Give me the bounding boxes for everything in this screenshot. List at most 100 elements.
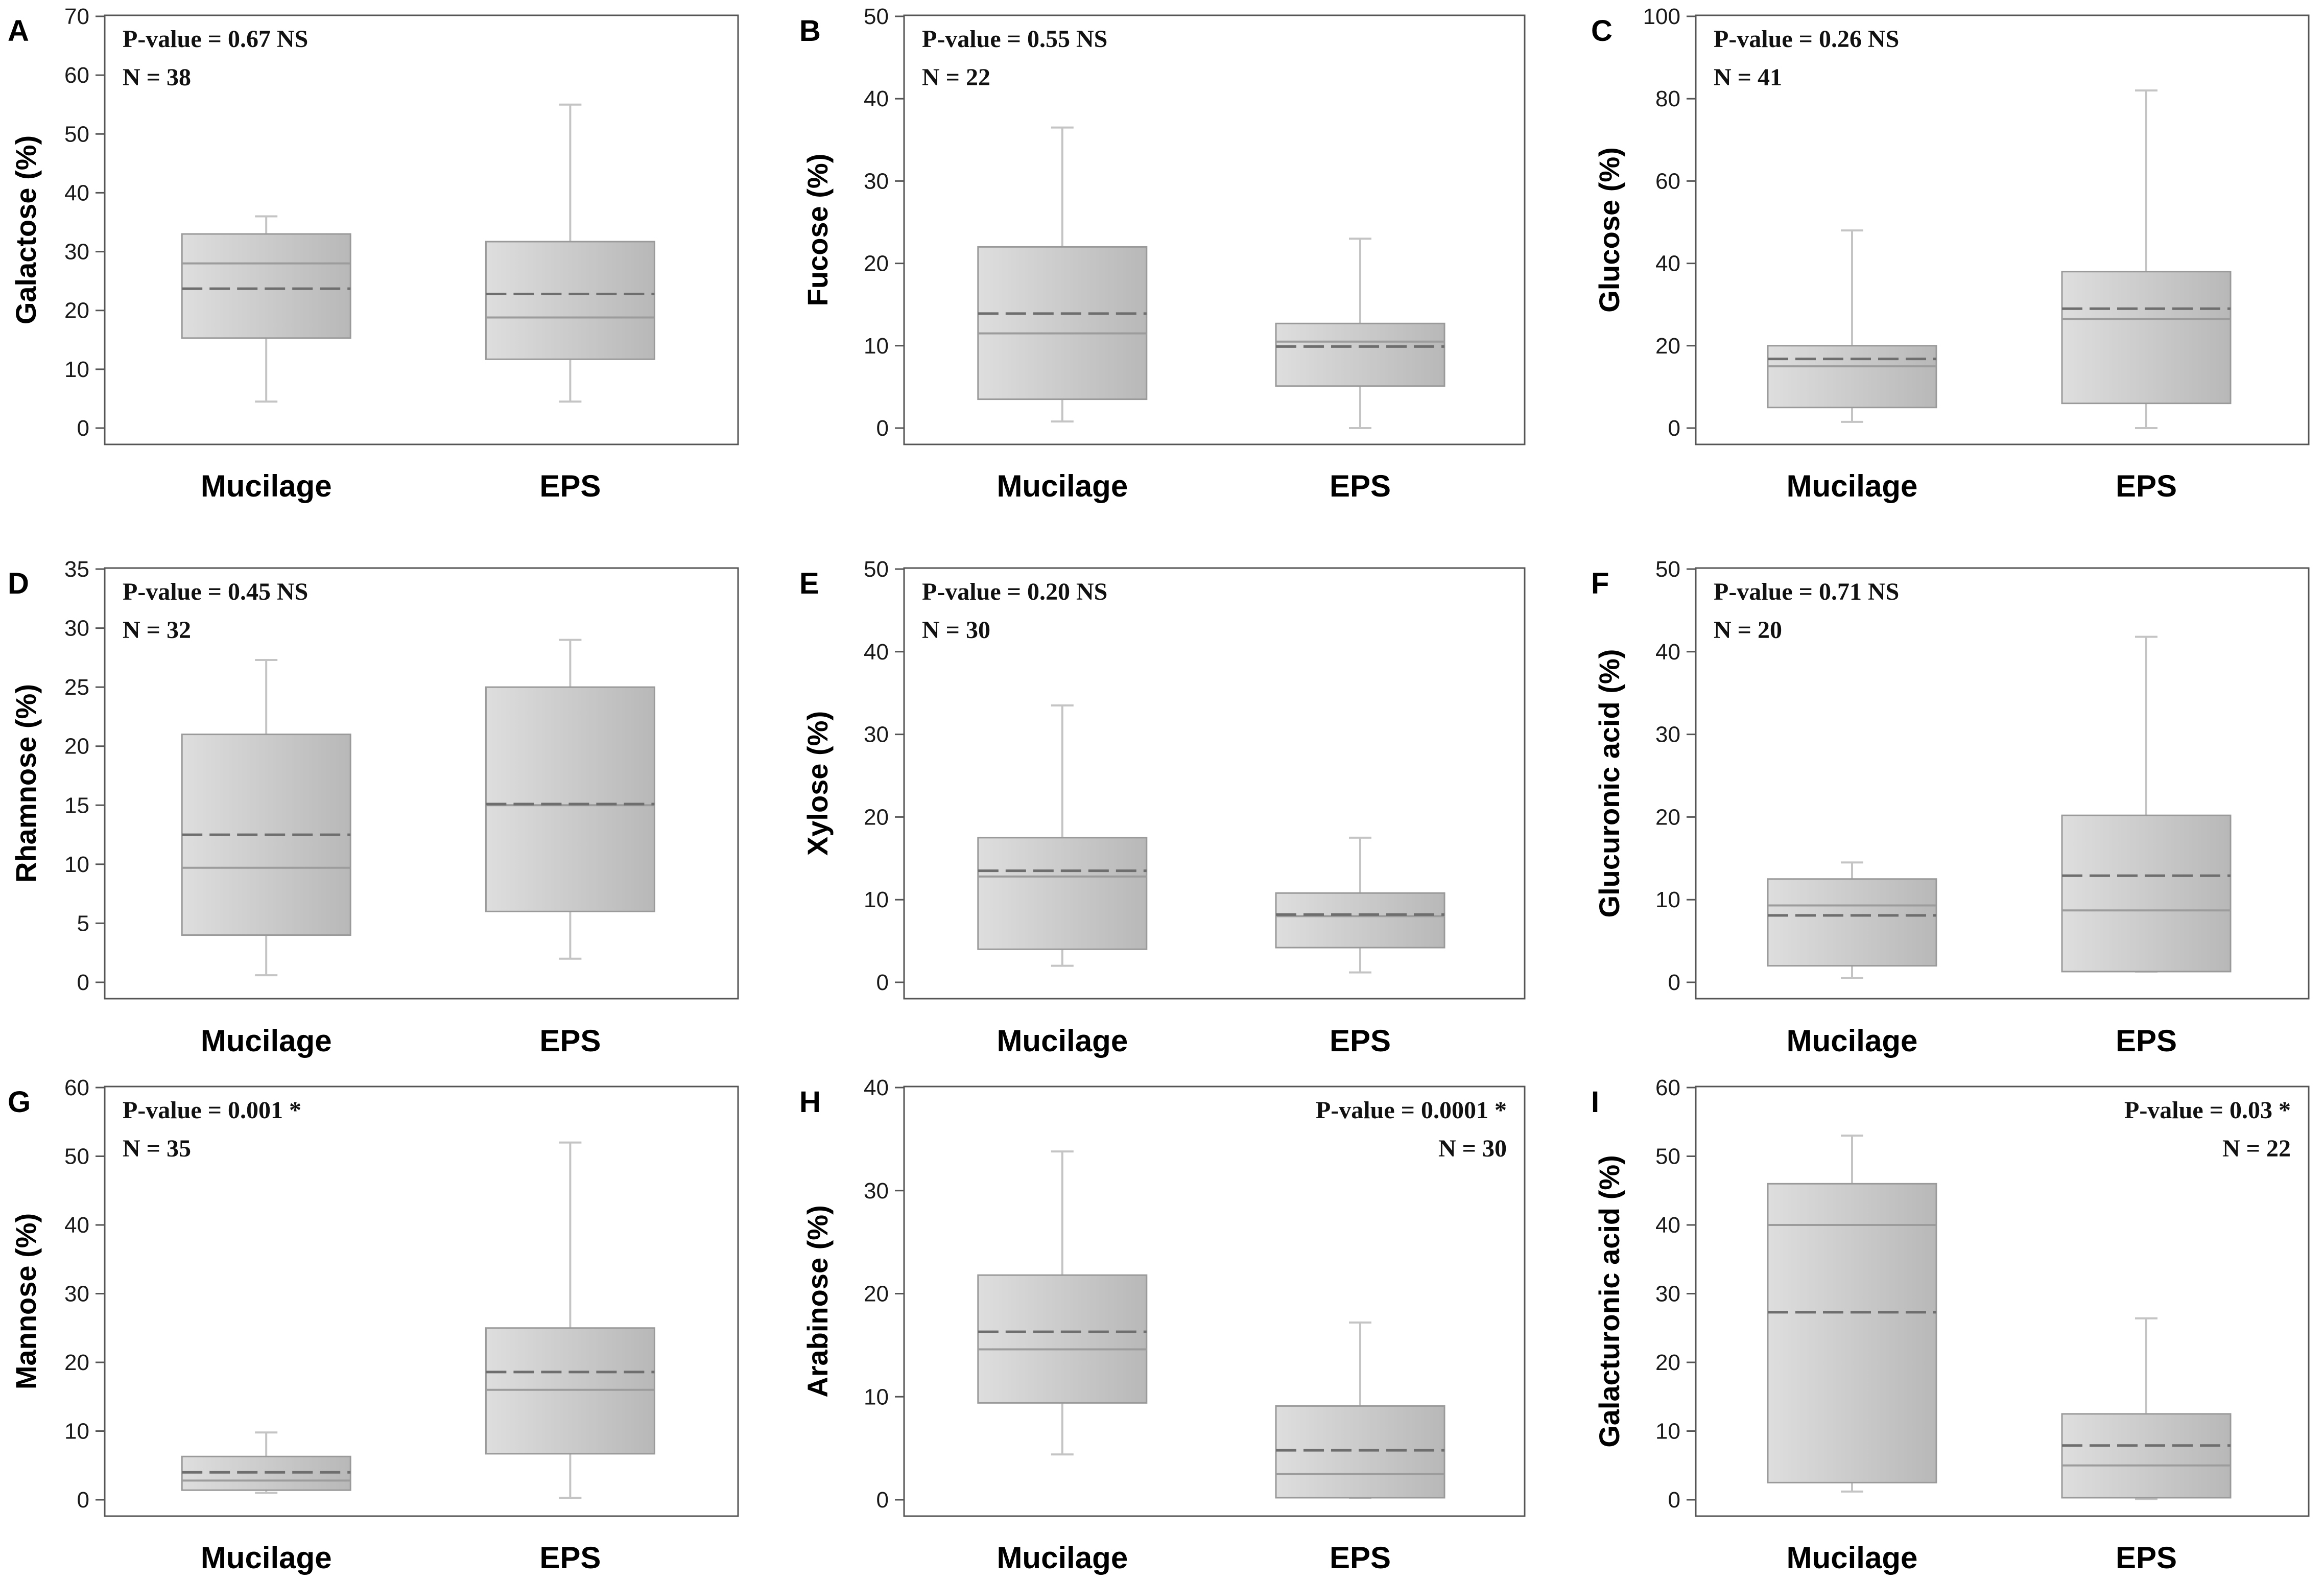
iqr-box xyxy=(1275,1405,1445,1499)
box-eps xyxy=(485,1141,655,1499)
category-label: Mucilage xyxy=(1787,469,1918,503)
iqr-box xyxy=(485,686,655,912)
n-text: N = 22 xyxy=(922,64,990,91)
category-label: Mucilage xyxy=(1787,1541,1918,1575)
iqr-box xyxy=(977,1274,1148,1404)
panel-d: D 0 5 10 15 20 25 30 35 Rhamnose (%) Mucilage EPS P-… xyxy=(8,557,739,1058)
panel-h: H 0 10 20 30 40 Arabinose (%) Mucilage EPS P-valu… xyxy=(799,1075,1526,1575)
y-axis-label: Xylose (%) xyxy=(801,711,834,856)
iqr-box xyxy=(1767,1183,1937,1483)
iqr-box xyxy=(181,233,351,339)
y-tick-label: 20 xyxy=(64,298,89,323)
category-label: EPS xyxy=(539,469,601,503)
box-mucilage xyxy=(181,1431,351,1494)
y-tick-label: 40 xyxy=(1655,1213,1680,1238)
category-label: EPS xyxy=(2116,1541,2177,1575)
panel-letter: D xyxy=(8,567,29,600)
y-tick-label: 80 xyxy=(1655,86,1680,111)
iqr-box xyxy=(1275,322,1445,387)
y-tick-label: 0 xyxy=(77,1488,89,1513)
category-label: Mucilage xyxy=(997,1024,1128,1058)
panel-f: F 0 10 20 30 40 50 Glucuronic acid (%) Mucilage E… xyxy=(1591,557,2310,1058)
y-tick-label: 20 xyxy=(864,1282,889,1307)
y-tick-label: 20 xyxy=(864,251,889,276)
y-tick-label: 40 xyxy=(64,1213,89,1238)
y-tick-label: 0 xyxy=(1668,416,1680,441)
panel-letter: G xyxy=(8,1086,31,1119)
y-tick-label: 10 xyxy=(864,334,889,359)
n-text: N = 35 xyxy=(123,1135,191,1162)
y-tick-label: 70 xyxy=(64,4,89,29)
y-tick-label: 40 xyxy=(864,640,889,665)
y-tick-label: 30 xyxy=(64,240,89,265)
iqr-box xyxy=(2061,271,2232,405)
box-mucilage xyxy=(1767,229,1937,423)
y-tick-label: 10 xyxy=(1655,1419,1680,1444)
box-eps xyxy=(485,103,655,403)
y-tick-label: 60 xyxy=(64,1075,89,1100)
p-value-text: P-value = 0.55 NS xyxy=(922,26,1107,53)
n-text: N = 41 xyxy=(1714,64,1782,91)
box-eps xyxy=(485,639,655,960)
y-tick-label: 10 xyxy=(1655,887,1680,912)
y-axis-label: Glucose (%) xyxy=(1593,147,1625,313)
category-label: EPS xyxy=(539,1024,601,1058)
iqr-box xyxy=(485,1327,655,1455)
iqr-box xyxy=(2061,814,2232,973)
box-mucilage xyxy=(1767,861,1937,979)
y-tick-label: 0 xyxy=(876,416,889,441)
category-label: Mucilage xyxy=(201,1024,332,1058)
y-tick-label: 0 xyxy=(876,1488,889,1513)
y-tick-label: 20 xyxy=(1655,805,1680,830)
box-mucilage xyxy=(977,126,1148,423)
y-axis-label: Galacturonic acid (%) xyxy=(1593,1155,1625,1448)
box-eps xyxy=(2061,1317,2232,1500)
n-text: N = 32 xyxy=(123,617,191,644)
p-value-text: P-value = 0.45 NS xyxy=(123,578,308,605)
y-tick-label: 50 xyxy=(864,4,889,29)
iqr-box xyxy=(1767,878,1937,967)
box-mucilage xyxy=(181,215,351,403)
p-value-text: P-value = 0.0001 * xyxy=(1316,1097,1507,1124)
box-eps xyxy=(1275,238,1445,429)
iqr-box xyxy=(485,241,655,360)
box-eps xyxy=(1275,836,1445,974)
y-tick-label: 20 xyxy=(864,805,889,830)
y-tick-label: 50 xyxy=(64,1144,89,1169)
y-tick-label: 25 xyxy=(64,675,89,700)
p-value-text: P-value = 0.26 NS xyxy=(1714,26,1899,53)
y-tick-label: 30 xyxy=(864,1178,889,1204)
panel-letter: B xyxy=(799,14,821,48)
panel-c: C 0 20 40 60 80 100 Glucose (%) Mucilage EPS P-val… xyxy=(1591,4,2310,503)
category-label: EPS xyxy=(1330,1024,1391,1058)
y-tick-label: 0 xyxy=(77,416,89,441)
y-tick-label: 60 xyxy=(1655,169,1680,194)
panel-letter: A xyxy=(8,14,29,48)
category-label: EPS xyxy=(1330,469,1391,503)
panel-letter: H xyxy=(799,1086,821,1119)
p-value-text: P-value = 0.001 * xyxy=(123,1097,301,1124)
y-axis-label: Fucose (%) xyxy=(801,154,834,306)
y-tick-label: 0 xyxy=(77,970,89,995)
y-tick-label: 40 xyxy=(864,1075,889,1100)
category-label: EPS xyxy=(1330,1541,1391,1575)
y-tick-label: 50 xyxy=(1655,1144,1680,1169)
y-tick-label: 40 xyxy=(64,180,89,205)
y-axis-label: Glucuronic acid (%) xyxy=(1593,649,1625,918)
category-label: Mucilage xyxy=(201,1541,332,1575)
panel-e: E 0 10 20 30 40 50 Xylose (%) Mucilage EPS P-value… xyxy=(799,557,1526,1058)
y-tick-label: 15 xyxy=(64,793,89,818)
n-text: N = 30 xyxy=(922,617,990,644)
y-tick-label: 30 xyxy=(864,169,889,194)
y-tick-label: 30 xyxy=(864,722,889,747)
category-label: Mucilage xyxy=(997,1541,1128,1575)
y-tick-label: 10 xyxy=(64,1419,89,1444)
n-text: N = 30 xyxy=(1438,1135,1507,1162)
box-eps xyxy=(2061,89,2232,429)
panel-letter: E xyxy=(799,567,819,600)
box-mucilage xyxy=(1767,1135,1937,1493)
iqr-box xyxy=(2061,1413,2232,1499)
y-tick-label: 10 xyxy=(864,887,889,912)
y-tick-label: 50 xyxy=(64,122,89,147)
